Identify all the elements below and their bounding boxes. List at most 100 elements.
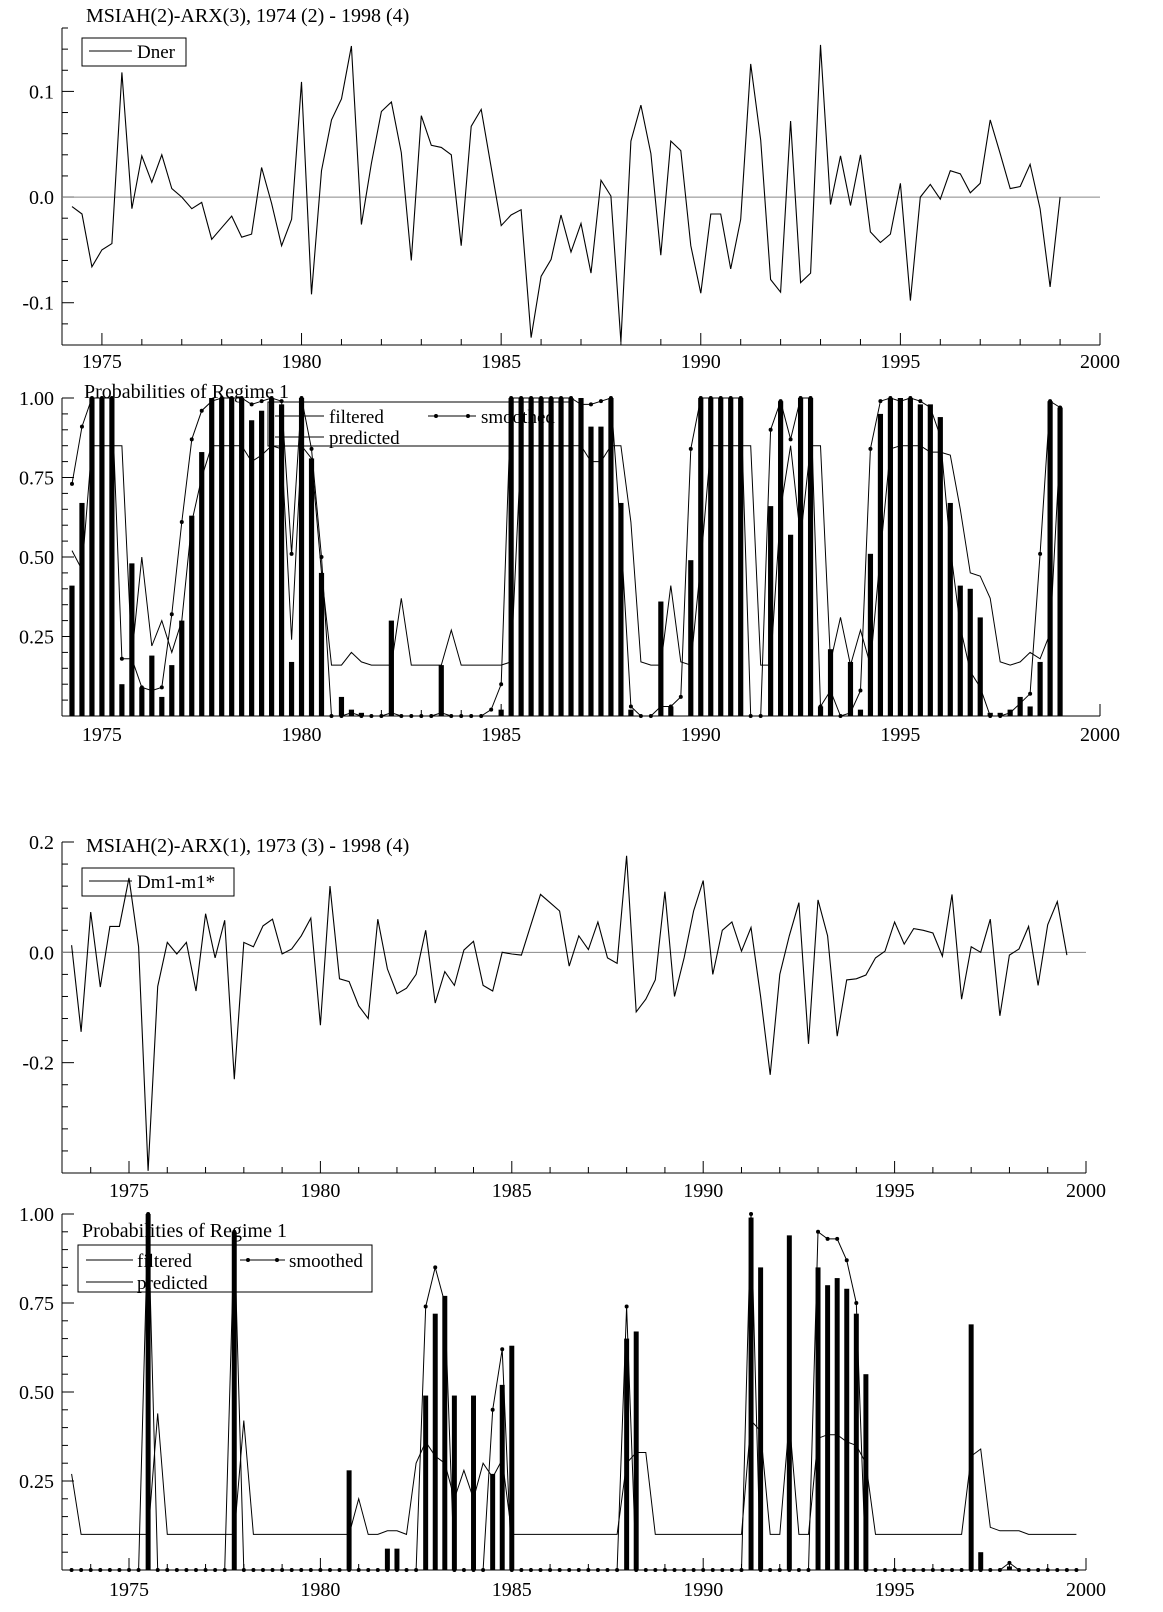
smoothed-point: [459, 714, 464, 718]
filtered-bar: [490, 1473, 496, 1570]
smoothed-point: [539, 396, 544, 400]
smoothed-point: [1008, 710, 1013, 715]
filtered-bar: [863, 1374, 869, 1570]
filtered-bar: [499, 1384, 505, 1570]
smoothed-point: [678, 694, 683, 699]
filtered-bar: [817, 706, 824, 716]
legend: Dm1-m1*: [81, 867, 235, 897]
smoothed-point: [1036, 1568, 1041, 1572]
filtered-bar: [578, 398, 584, 716]
legend-label-smoothed: smoothed: [289, 1251, 363, 1272]
x-tick-label: 1995: [880, 724, 920, 746]
legend-box: [81, 867, 235, 897]
legend-label-filtered: filtered: [329, 407, 384, 428]
filtered-bar: [498, 709, 504, 716]
smoothed-point: [249, 402, 254, 407]
smoothed-point: [349, 710, 354, 715]
smoothed-point: [155, 1568, 160, 1572]
filtered-bar: [1057, 407, 1063, 716]
filtered-bar: [847, 661, 854, 716]
smoothed-point: [878, 399, 883, 404]
smoothed-point: [189, 437, 194, 442]
smoothed-point: [429, 714, 434, 718]
filtered-bar: [259, 410, 265, 716]
legend-label-predicted: predicted: [329, 428, 400, 449]
smoothed-point: [471, 1568, 476, 1572]
smoothed-point: [79, 1568, 84, 1572]
filtered-bar: [797, 398, 804, 716]
smoothed-point: [549, 396, 554, 400]
smoothed-point: [260, 1568, 265, 1572]
smoothed-point: [997, 1568, 1002, 1572]
filtered-bar: [968, 1324, 974, 1570]
y-tick-label: 0.1: [29, 81, 54, 103]
smoothed-point: [209, 399, 214, 404]
legend: filtered smoothed predicted: [77, 1244, 373, 1294]
smoothed-point: [469, 714, 474, 718]
filtered-bar: [145, 1214, 151, 1570]
smoothed-point: [203, 1568, 208, 1572]
chart-title: MSIAH(2)-ARX(1), 1973 (3) - 1998 (4): [86, 835, 409, 857]
smoothed-point: [948, 545, 953, 550]
smoothed-point: [698, 396, 703, 400]
smoothed-point: [165, 1568, 170, 1572]
smoothed-point: [569, 396, 574, 400]
smoothed-point: [873, 1568, 878, 1572]
x-tick-label: 1990: [683, 1579, 723, 1601]
filtered-bar: [598, 426, 604, 716]
y-tick-label: 0.0: [29, 187, 54, 209]
filtered-bar: [624, 1338, 630, 1570]
smoothed-point: [339, 714, 344, 718]
smoothed-point: [728, 396, 733, 400]
y-tick-label: 0.50: [19, 1382, 54, 1404]
x-tick-label: 1985: [492, 1180, 532, 1202]
legend-marker-smoothed: [246, 1258, 250, 1262]
smoothed-point: [768, 1568, 773, 1572]
filtered-bar: [618, 502, 624, 716]
smoothed-point: [888, 396, 893, 400]
smoothed-point: [701, 1568, 706, 1572]
smoothed-point: [280, 1568, 285, 1572]
smoothed-point: [758, 714, 763, 718]
smoothed-point: [309, 446, 314, 451]
smoothed-point: [519, 396, 524, 400]
smoothed-point: [898, 399, 903, 404]
smoothed-point: [658, 704, 663, 709]
filtered-bar: [708, 398, 714, 716]
chart-title: Probabilities of Regime 1: [84, 381, 289, 403]
smoothed-point: [911, 1568, 916, 1572]
x-tick-label: 1990: [683, 1180, 723, 1202]
filtered-bar: [231, 1231, 237, 1570]
filtered-bar: [748, 1217, 754, 1570]
smoothed-point: [117, 1568, 122, 1572]
smoothed-point: [500, 1347, 505, 1352]
smoothed-point: [858, 688, 863, 693]
x-tick-label: 2000: [1080, 351, 1120, 373]
filtered-bar: [758, 1267, 764, 1570]
smoothed-point: [854, 1301, 859, 1305]
smoothed-point: [738, 396, 743, 400]
filtered-bar: [844, 1288, 850, 1570]
filtered-bar: [568, 398, 574, 716]
x-tick-label: 1975: [109, 1579, 149, 1601]
smoothed-point: [863, 1568, 868, 1572]
filtered-bar: [169, 665, 175, 716]
x-tick-label: 1985: [481, 351, 521, 373]
filtered-bar: [129, 563, 135, 716]
y-tick-label: 0.75: [19, 1293, 54, 1315]
smoothed-point: [149, 688, 154, 693]
y-tick-label: 0.25: [19, 1471, 54, 1493]
series-line: [71, 855, 1068, 1171]
filtered-bar: [99, 398, 105, 716]
chart-title: MSIAH(2)-ARX(3), 1974 (2) - 1998 (4): [86, 5, 409, 27]
filtered-bar: [388, 620, 394, 716]
smoothed-point: [308, 1568, 313, 1572]
smoothed-point: [918, 399, 923, 404]
filtered-bar: [538, 398, 544, 716]
smoothed-point: [1055, 1568, 1060, 1572]
smoothed-point: [998, 714, 1003, 718]
smoothed-point: [605, 1568, 610, 1572]
smoothed-point: [777, 1568, 782, 1572]
filtered-bar: [278, 404, 285, 716]
smoothed-point: [1007, 1560, 1012, 1565]
